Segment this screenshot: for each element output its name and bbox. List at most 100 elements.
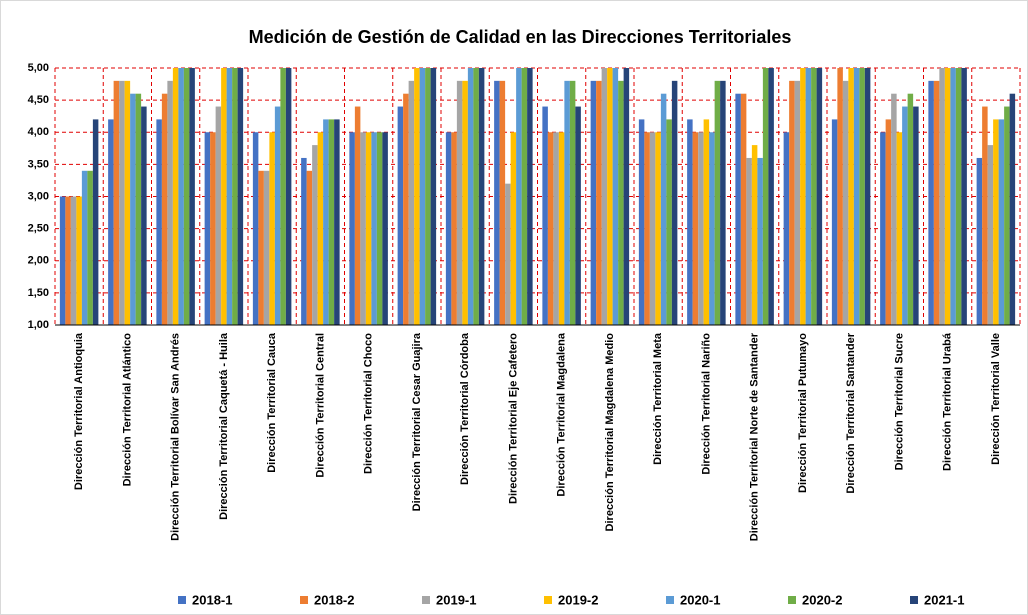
bar <box>671 80 678 325</box>
bar <box>124 80 131 325</box>
bar <box>848 68 854 325</box>
x-tick-label: Dirección Territorial Córdoba <box>459 332 471 485</box>
bar <box>618 80 624 325</box>
y-tick-label: 3,50 <box>28 158 49 170</box>
bar <box>902 106 908 325</box>
bar <box>805 68 812 325</box>
bar <box>371 132 377 325</box>
bar <box>564 80 570 325</box>
x-tick-label: Dirección Territorial Cauca <box>266 332 278 473</box>
bar <box>955 68 962 325</box>
bar <box>323 119 329 326</box>
legend-label: 2020-1 <box>680 592 720 607</box>
legend-swatch <box>300 596 308 604</box>
bar <box>76 196 82 325</box>
bar <box>944 68 951 325</box>
bar <box>59 196 66 325</box>
bar <box>119 80 125 325</box>
bar <box>252 132 259 325</box>
bar <box>709 132 715 325</box>
bar <box>183 68 190 325</box>
bar <box>108 119 114 326</box>
legend-label: 2018-1 <box>192 592 232 607</box>
y-tick-label: 5,00 <box>28 62 49 74</box>
x-tick-label: Dirección Territorial Bolívar San Andrés <box>170 333 182 541</box>
bar <box>714 80 721 325</box>
y-tick-label: 2,50 <box>28 223 49 235</box>
bar <box>232 68 238 325</box>
bar <box>269 132 275 325</box>
x-tick-label: Dirección Territorial Magdalena Medio <box>604 333 616 532</box>
bar <box>349 132 355 325</box>
bar <box>237 68 244 325</box>
bar <box>928 80 934 325</box>
bar <box>360 132 366 325</box>
chart-title: Medición de Gestión de Calidad en las Di… <box>249 27 792 47</box>
bar <box>950 68 956 325</box>
bar <box>547 132 554 325</box>
bar <box>376 132 383 325</box>
x-tick-label: Dirección Territorial Atlántico <box>121 333 133 487</box>
bar <box>569 80 576 325</box>
bar <box>161 93 168 325</box>
bar <box>998 119 1005 326</box>
bar <box>473 68 479 325</box>
bar <box>660 93 667 325</box>
bar <box>794 80 801 325</box>
bar <box>70 196 77 325</box>
bar <box>499 80 506 325</box>
bar <box>1004 106 1010 325</box>
bar <box>982 106 988 325</box>
legend-label: 2021-1 <box>924 592 964 607</box>
bar <box>87 170 93 325</box>
legend-swatch <box>910 596 918 604</box>
bar <box>859 68 865 325</box>
bar <box>735 93 741 325</box>
bar <box>789 80 795 325</box>
bar <box>451 132 457 325</box>
legend-swatch <box>666 596 674 604</box>
bar <box>334 119 340 326</box>
bar <box>141 106 147 325</box>
y-tick-label: 1,50 <box>28 287 49 299</box>
bar <box>215 106 222 325</box>
bar <box>864 68 871 325</box>
bar <box>698 132 704 325</box>
bar <box>301 157 307 325</box>
bar <box>596 80 602 325</box>
bar <box>757 157 763 325</box>
bar <box>419 68 426 325</box>
bar <box>933 80 940 325</box>
bar <box>467 68 474 325</box>
bar <box>135 93 142 325</box>
bar <box>328 119 335 326</box>
bar <box>403 93 409 325</box>
bar <box>655 132 661 325</box>
bar <box>649 132 656 325</box>
y-tick-label: 3,00 <box>28 190 49 202</box>
y-tick-label: 1,00 <box>28 319 49 331</box>
bar <box>762 68 769 325</box>
bar <box>210 132 216 325</box>
bar <box>81 170 88 325</box>
bar <box>644 132 650 325</box>
bar <box>280 68 286 325</box>
bar <box>226 68 233 325</box>
bar <box>462 80 468 325</box>
legend-swatch <box>178 596 186 604</box>
legend-label: 2018-2 <box>314 592 354 607</box>
bar <box>430 68 437 325</box>
bar <box>317 132 324 325</box>
x-tick-label: Dirección Territorial Urabá <box>942 332 954 471</box>
bar <box>891 93 897 325</box>
bar <box>590 80 597 325</box>
bar <box>666 119 672 326</box>
bar <box>993 119 999 326</box>
bar <box>601 68 608 325</box>
bar <box>510 132 517 325</box>
bar <box>880 132 886 325</box>
y-tick-label: 4,00 <box>28 126 49 138</box>
x-tick-label: Dirección Territorial Santander <box>845 332 857 493</box>
bar <box>612 68 619 325</box>
